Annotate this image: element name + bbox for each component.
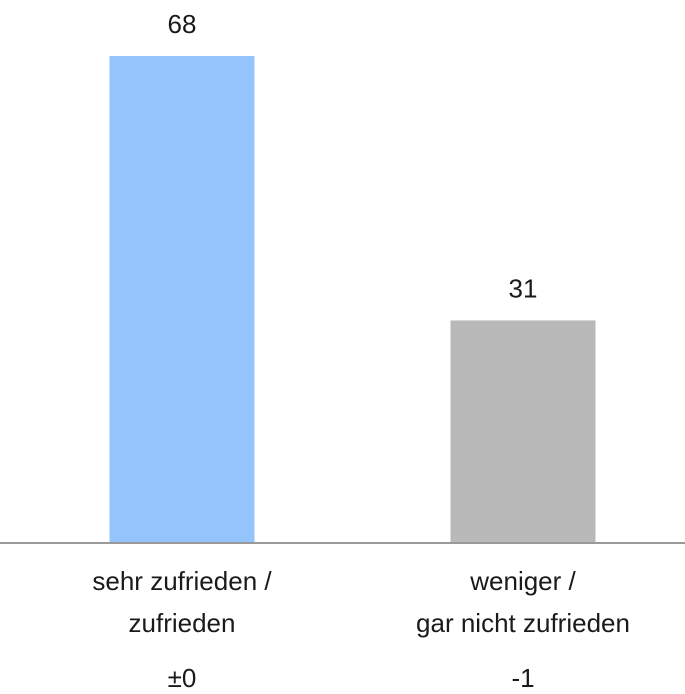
bar <box>109 56 255 542</box>
value-label: 68 <box>168 9 197 39</box>
x-tick-label: sehr zufrieden / <box>92 566 272 596</box>
change-label: -1 <box>511 663 534 693</box>
value-label: 31 <box>509 273 538 303</box>
x-tick-label: zufrieden <box>129 608 236 638</box>
x-tick-label: weniger / <box>469 566 576 596</box>
change-label: ±0 <box>168 663 197 693</box>
bar <box>450 320 596 542</box>
x-tick-label: gar nicht zufrieden <box>416 608 630 638</box>
